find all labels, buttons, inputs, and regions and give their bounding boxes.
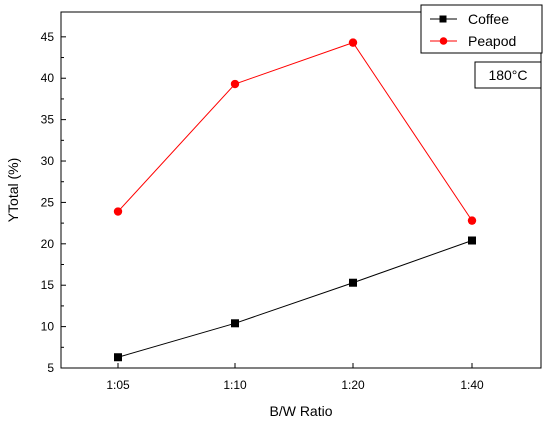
annotation-label: 180°C <box>488 67 527 83</box>
x-tick-label-1: 1:10 <box>223 378 247 392</box>
x-axis: 1:05 1:10 1:20 1:40 <box>106 363 484 392</box>
x-axis-title: B/W Ratio <box>269 403 332 419</box>
y-tick-label-3: 20 <box>41 237 55 251</box>
legend: Coffee Peapod <box>420 4 543 54</box>
y-tick-label-4: 25 <box>41 195 55 209</box>
y-axis-title: YTotal (%) <box>5 158 21 223</box>
data-point-peapod-0 <box>113 207 123 216</box>
series-coffee <box>114 236 476 362</box>
temperature-annotation: 180°C <box>474 61 542 89</box>
y-tick-label-8: 45 <box>41 30 55 44</box>
legend-label-coffee: Coffee <box>468 11 509 27</box>
y-tick-label-2: 15 <box>41 278 55 292</box>
data-point-coffee-0 <box>114 353 122 362</box>
legend-marker-coffee <box>439 15 447 23</box>
x-tick-label-2: 1:20 <box>341 378 365 392</box>
x-tick-label-3: 1:40 <box>460 378 484 392</box>
x-tick-label-0: 1:05 <box>106 378 130 392</box>
legend-item-coffee: Coffee <box>430 11 509 27</box>
y-tick-label-6: 35 <box>41 113 55 127</box>
legend-marker-peapod <box>439 37 448 45</box>
plot-frame <box>60 11 542 369</box>
legend-item-peapod: Peapod <box>430 33 516 49</box>
y-tick-label-5: 30 <box>41 154 55 168</box>
y-tick-label-7: 40 <box>41 71 55 85</box>
series-layer <box>113 38 477 362</box>
data-point-peapod-2 <box>348 38 358 47</box>
y-tick-label-1: 10 <box>41 320 55 334</box>
data-point-coffee-2 <box>349 278 357 287</box>
y-axis: 5 10 15 20 25 30 35 40 45 <box>41 30 66 375</box>
legend-label-peapod: Peapod <box>468 33 516 49</box>
legend-box <box>420 4 543 54</box>
series-line-peapod <box>117 42 473 221</box>
series-line-coffee <box>117 240 473 358</box>
data-point-peapod-1 <box>230 79 240 89</box>
data-point-coffee-3 <box>468 236 476 245</box>
annotation-box <box>474 61 542 89</box>
y-tick-label-0: 5 <box>47 361 54 375</box>
data-point-peapod-3 <box>467 216 477 225</box>
series-peapod <box>113 38 477 225</box>
data-point-coffee-1 <box>231 319 239 328</box>
